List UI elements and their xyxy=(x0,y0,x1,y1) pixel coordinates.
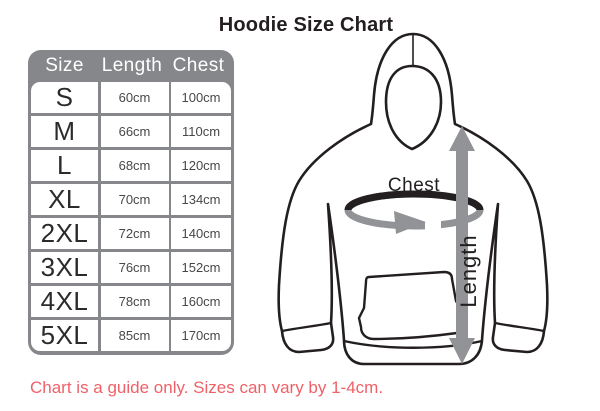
size-cell: 2XL xyxy=(31,217,98,250)
chest-cell: 170cm xyxy=(171,319,231,351)
size-cell: 5XL xyxy=(31,319,98,351)
length-cell: 72cm xyxy=(100,217,169,250)
page-title: Hoodie Size Chart xyxy=(218,14,394,36)
size-cell: 4XL xyxy=(31,285,98,318)
chest-cell: 140cm xyxy=(171,217,231,250)
length-cell: 66cm xyxy=(100,115,169,148)
size-cell: XL xyxy=(31,183,98,216)
left-cuff-seam xyxy=(280,321,333,333)
column-header-size: Size xyxy=(45,55,84,76)
length-arrow-icon xyxy=(449,126,475,364)
length-cell: 60cm xyxy=(100,82,169,114)
disclaimer-note: Chart is a guide only. Sizes can vary by… xyxy=(30,378,384,397)
column-header-length: Length xyxy=(101,55,163,76)
kangaroo-pocket xyxy=(357,270,465,341)
chest-arrowhead-icon xyxy=(394,211,426,234)
hood-opening xyxy=(384,64,443,151)
length-cell: 70cm xyxy=(100,183,169,216)
chest-label: Chest xyxy=(388,175,440,196)
size-table-grid: S 60cm 100cm M 66cm 110cm L 68cm 120cm XL 70cm 134c… xyxy=(31,82,231,351)
column-header-chest: Chest xyxy=(172,55,225,76)
hoodie-measurement-diagram: Chest Length xyxy=(277,32,549,366)
length-cell: 78cm xyxy=(100,285,169,318)
chest-cell: 120cm xyxy=(171,149,231,182)
size-cell: S xyxy=(31,82,98,114)
length-cell: 68cm xyxy=(100,149,169,182)
chest-cell: 110cm xyxy=(171,115,231,148)
chest-cell: 100cm xyxy=(171,82,231,114)
chest-cell: 160cm xyxy=(171,285,231,318)
size-table: Size Length Chest S 60cm 100cm M 66cm 110cm L 6… xyxy=(28,50,234,355)
size-cell: 3XL xyxy=(31,251,98,284)
hoodie-body-outline xyxy=(277,32,549,366)
length-label: Length xyxy=(456,234,481,307)
size-cell: L xyxy=(31,149,98,182)
size-table-header: Size Length Chest xyxy=(31,50,231,82)
chest-measure-top-arc xyxy=(344,190,484,211)
right-cuff-seam xyxy=(493,321,546,333)
length-cell: 85cm xyxy=(100,319,169,351)
chest-cell: 152cm xyxy=(171,251,231,284)
length-cell: 76cm xyxy=(100,251,169,284)
size-cell: M xyxy=(31,115,98,148)
chest-arrow-gap xyxy=(425,213,441,233)
chest-cell: 134cm xyxy=(171,183,231,216)
